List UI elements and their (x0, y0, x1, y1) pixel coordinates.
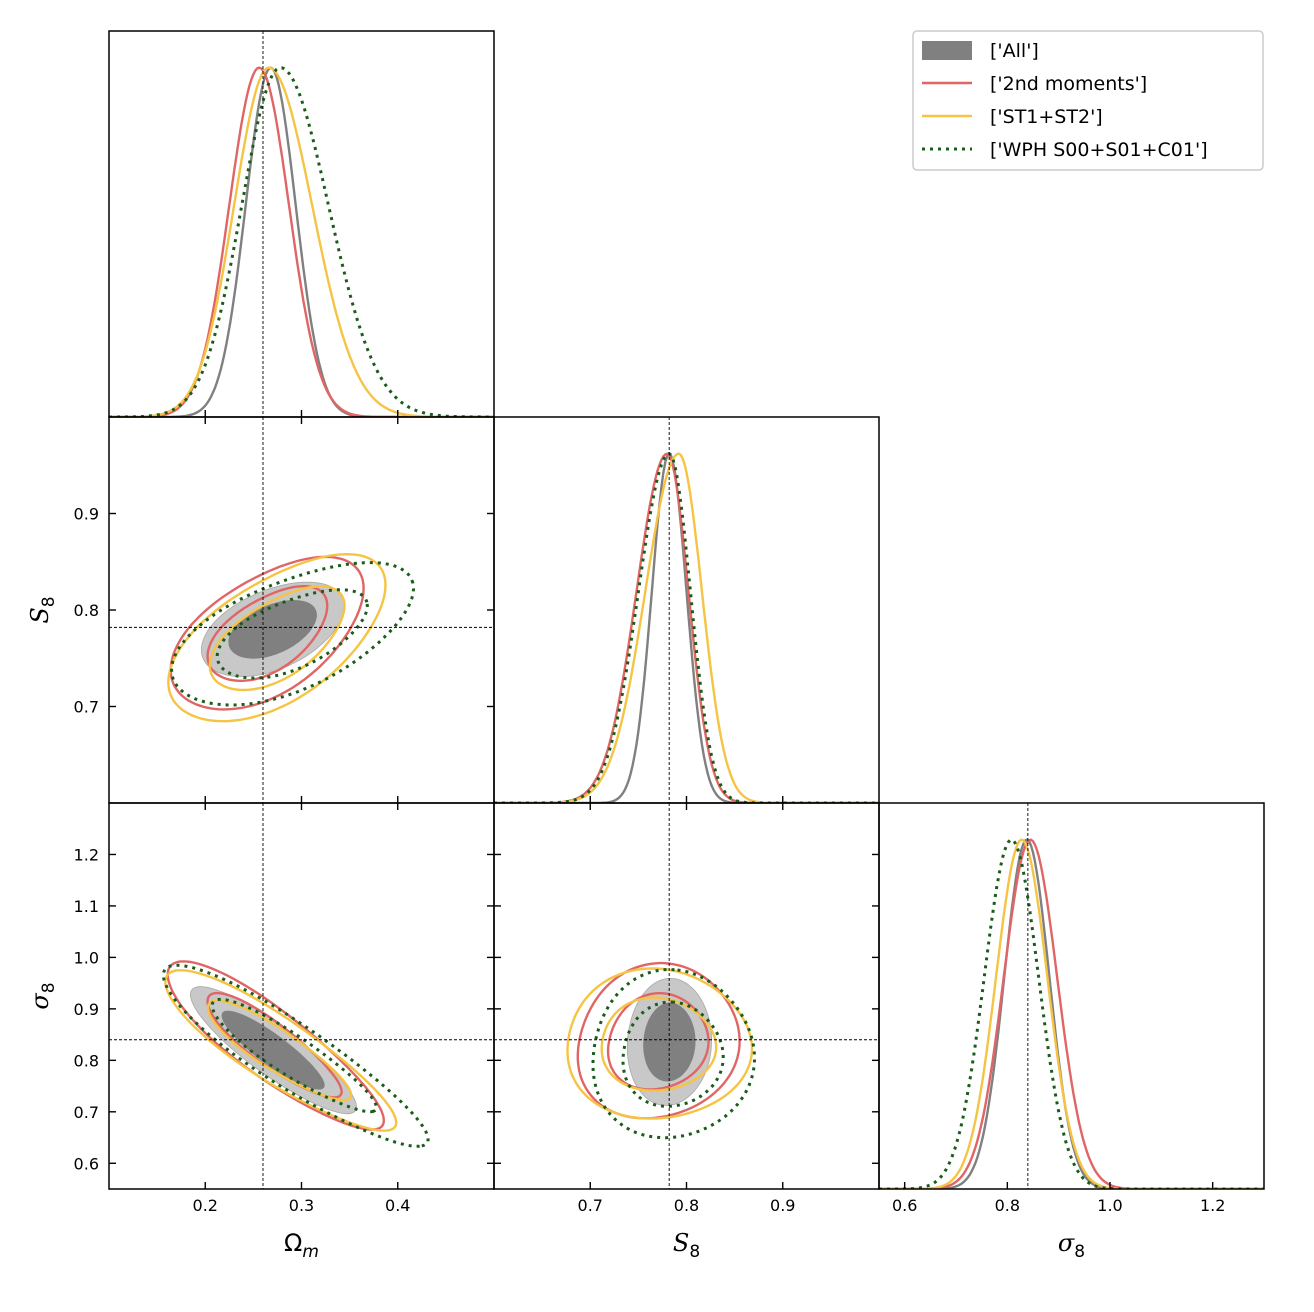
x-tick-label-S8: 0.7 (578, 1196, 603, 1215)
marginal-panel-S8 (494, 417, 879, 803)
y-tick-label-sigma8: 1.2 (74, 845, 99, 864)
y-tick-label-sigma8: 0.9 (74, 1000, 99, 1019)
y-tick-label-S8: 0.9 (74, 505, 99, 524)
contour-2sigma-Om_sigma8-series-2 (164, 969, 398, 1132)
x-tick-label-Om: 0.4 (385, 1196, 410, 1215)
marginal-curve-Om-series-0 (109, 66, 494, 417)
x-tick-label-sigma8: 1.0 (1097, 1196, 1122, 1215)
legend-frame (912, 30, 1264, 171)
axis-label-main: σ (1058, 1229, 1075, 1257)
axis-label-main: S (26, 607, 54, 623)
x-axis-label-S8: S8 (673, 1229, 700, 1262)
marginal-curve-S8-series-3 (494, 452, 879, 803)
y-tick-label-S8: 0.7 (74, 698, 99, 717)
contour-panel-Om_sigma8 (109, 803, 494, 1189)
contour-1sigma-Om_S8-series-3 (215, 588, 369, 680)
axis-label-sub: 8 (689, 1242, 700, 1262)
marginal-curve-S8-series-2 (494, 452, 879, 803)
legend-swatch-all (922, 41, 972, 60)
axis-label-sub: 8 (39, 596, 59, 607)
x-tick-label-Om: 0.3 (289, 1196, 314, 1215)
contour-1sigma-Om_sigma8-series-2 (206, 999, 353, 1102)
axis-label-sub: 8 (1074, 1242, 1085, 1262)
x-axis-label-sigma8: σ8 (1058, 1229, 1085, 1262)
contour-1sigma-fill-Om_S8 (228, 600, 317, 659)
contour-1sigma-Om_S8-series-1 (206, 585, 329, 682)
marginal-panel-Om (109, 31, 494, 417)
contour-2sigma-Om_sigma8-series-3 (161, 963, 430, 1148)
marginal-curve-sigma8-series-3 (879, 838, 1264, 1189)
y-tick-label-sigma8: 1.1 (74, 897, 99, 916)
contour-2sigma-Om_S8-series-1 (169, 555, 365, 711)
contour-1sigma-Om_S8-series-2 (208, 585, 346, 692)
marginal-curve-Om-series-1 (109, 66, 494, 417)
marginal-curve-sigma8-series-1 (879, 838, 1264, 1189)
marginal-curve-S8-series-1 (494, 452, 879, 803)
axis-label-main: S (673, 1229, 689, 1257)
contour-1sigma-fill-S8_sigma8 (643, 1002, 696, 1082)
marginal-curve-sigma8-series-2 (879, 838, 1264, 1189)
contour-panel-Om_S8 (109, 417, 494, 803)
contour-2sigma-S8_sigma8-series-3 (591, 967, 756, 1140)
x-tick-label-sigma8: 0.8 (995, 1196, 1020, 1215)
x-tick-label-sigma8: 0.6 (892, 1196, 917, 1215)
marginal-curve-Om-series-3 (109, 66, 494, 417)
axis-label-main: σ (26, 993, 54, 1010)
axis-label-sub: m (302, 1242, 319, 1262)
legend: ['All'] ['2nd moments'] ['ST1+ST2'] ['WP… (912, 30, 1264, 171)
contour-1sigma-Om_sigma8-series-3 (210, 997, 378, 1114)
contour-1sigma-S8_sigma8-series-2 (600, 996, 718, 1092)
axis-label-sub: 8 (39, 982, 59, 993)
legend-label-2nd-moments: ['2nd moments'] (990, 73, 1147, 95)
y-tick-label-sigma8: 1.0 (74, 948, 99, 967)
contour-1sigma-S8_sigma8-series-3 (621, 1000, 725, 1108)
panel-frame (108, 30, 495, 418)
y-axis-label-S8: S8 (26, 596, 59, 623)
contour-2sigma-Om_S8-series-2 (167, 552, 387, 723)
marginal-curve-S8-series-0 (494, 451, 879, 803)
y-tick-label-S8: 0.8 (74, 601, 99, 620)
marginal-panel-sigma8 (879, 803, 1264, 1189)
contour-panel-S8_sigma8 (494, 803, 879, 1189)
axis-label-main: Ω (284, 1229, 302, 1257)
legend-label-all: ['All'] (990, 40, 1039, 62)
x-tick-label-Om: 0.2 (193, 1196, 218, 1215)
marginal-curve-Om-series-2 (109, 66, 494, 417)
x-tick-label-S8: 0.9 (770, 1196, 795, 1215)
contour-2sigma-Om_sigma8-series-1 (166, 960, 386, 1131)
x-tick-label-sigma8: 1.2 (1200, 1196, 1225, 1215)
y-tick-label-sigma8: 0.8 (74, 1051, 99, 1070)
x-tick-label-S8: 0.8 (674, 1196, 699, 1215)
contour-2sigma-Om_S8-series-3 (170, 561, 416, 707)
y-axis-label-sigma8: σ8 (26, 982, 59, 1009)
x-axis-label-Om: Ωm (284, 1229, 319, 1262)
contour-1sigma-fill-Om_sigma8 (221, 1010, 325, 1090)
legend-label-st1-st2: ['ST1+ST2'] (990, 106, 1103, 128)
panel-frame (108, 802, 495, 1190)
panel-frame (878, 802, 1265, 1190)
legend-label-wph: ['WPH S00+S01+C01'] (990, 139, 1208, 161)
y-tick-label-sigma8: 0.7 (74, 1103, 99, 1122)
y-tick-label-sigma8: 0.6 (74, 1154, 99, 1173)
